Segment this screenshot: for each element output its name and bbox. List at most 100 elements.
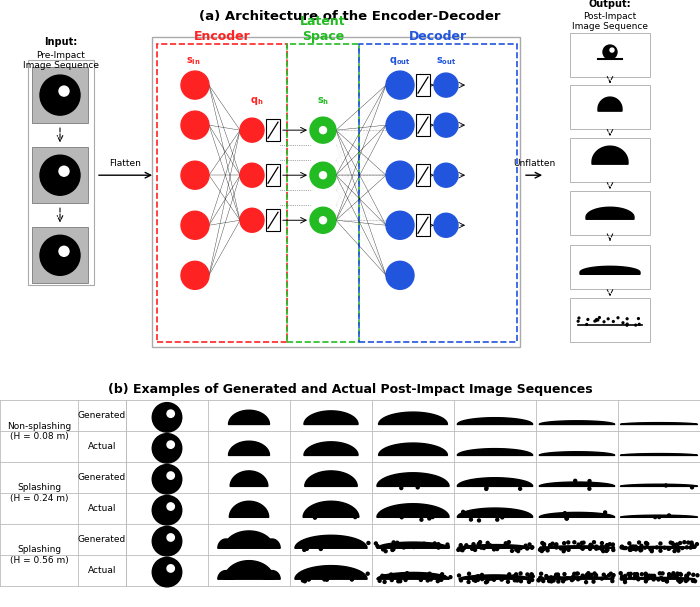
Circle shape	[593, 572, 596, 575]
Polygon shape	[457, 449, 533, 455]
Circle shape	[404, 544, 407, 548]
Circle shape	[504, 542, 508, 544]
Polygon shape	[225, 531, 274, 548]
Circle shape	[489, 577, 493, 580]
Circle shape	[577, 543, 580, 546]
Polygon shape	[539, 512, 615, 517]
Circle shape	[678, 580, 681, 583]
Circle shape	[554, 575, 556, 578]
FancyBboxPatch shape	[32, 147, 88, 203]
Circle shape	[468, 572, 470, 575]
Polygon shape	[620, 515, 697, 517]
Circle shape	[634, 546, 636, 549]
Circle shape	[321, 512, 324, 515]
Circle shape	[336, 544, 339, 547]
Circle shape	[514, 573, 517, 576]
Circle shape	[597, 319, 598, 321]
Circle shape	[40, 155, 80, 195]
Circle shape	[672, 572, 675, 575]
Circle shape	[572, 575, 575, 578]
Circle shape	[592, 580, 595, 583]
Circle shape	[539, 576, 542, 579]
Circle shape	[528, 580, 531, 583]
Circle shape	[589, 543, 592, 546]
Circle shape	[495, 576, 498, 579]
Circle shape	[555, 543, 558, 546]
Circle shape	[680, 579, 683, 582]
Circle shape	[351, 578, 354, 581]
Circle shape	[680, 573, 682, 576]
Circle shape	[668, 575, 671, 578]
Circle shape	[477, 544, 481, 548]
Circle shape	[645, 575, 648, 578]
Circle shape	[526, 514, 530, 517]
Circle shape	[568, 514, 571, 516]
Circle shape	[542, 547, 545, 550]
Circle shape	[567, 541, 570, 544]
Circle shape	[620, 572, 622, 575]
Circle shape	[687, 572, 690, 575]
Circle shape	[629, 548, 632, 551]
FancyBboxPatch shape	[290, 401, 372, 431]
FancyBboxPatch shape	[127, 432, 207, 462]
Circle shape	[623, 546, 626, 549]
Circle shape	[685, 546, 688, 549]
Circle shape	[669, 574, 673, 577]
Circle shape	[668, 572, 671, 575]
Circle shape	[643, 546, 646, 549]
Circle shape	[152, 526, 182, 556]
Circle shape	[181, 161, 209, 189]
Circle shape	[412, 546, 415, 549]
Circle shape	[319, 172, 326, 178]
FancyBboxPatch shape	[454, 432, 536, 462]
FancyBboxPatch shape	[266, 209, 280, 231]
Circle shape	[437, 543, 440, 546]
Circle shape	[601, 541, 603, 544]
Polygon shape	[459, 575, 531, 579]
FancyBboxPatch shape	[619, 432, 699, 462]
Circle shape	[606, 548, 609, 551]
Circle shape	[528, 577, 531, 580]
FancyBboxPatch shape	[290, 555, 372, 586]
Circle shape	[480, 546, 483, 549]
Circle shape	[482, 546, 485, 549]
Polygon shape	[377, 542, 449, 548]
Polygon shape	[541, 546, 613, 548]
Circle shape	[605, 544, 608, 548]
FancyBboxPatch shape	[372, 463, 454, 493]
Text: Splashing
(H = 0.56 m): Splashing (H = 0.56 m)	[10, 545, 69, 565]
FancyBboxPatch shape	[619, 463, 699, 493]
Text: (a) Architecture of the Encoder-Decoder: (a) Architecture of the Encoder-Decoder	[199, 10, 500, 23]
Circle shape	[635, 575, 638, 578]
Circle shape	[386, 261, 414, 290]
Circle shape	[595, 548, 598, 550]
Circle shape	[462, 510, 465, 514]
Circle shape	[686, 578, 689, 581]
FancyBboxPatch shape	[209, 555, 290, 586]
Circle shape	[434, 163, 458, 187]
Circle shape	[473, 577, 476, 580]
Circle shape	[676, 543, 678, 546]
Circle shape	[561, 580, 565, 583]
FancyBboxPatch shape	[570, 245, 650, 290]
Circle shape	[634, 545, 637, 548]
FancyBboxPatch shape	[372, 524, 454, 555]
Circle shape	[691, 486, 694, 489]
Circle shape	[430, 574, 433, 577]
Circle shape	[181, 211, 209, 239]
Circle shape	[545, 575, 548, 577]
FancyBboxPatch shape	[536, 524, 617, 555]
Circle shape	[676, 574, 678, 577]
Circle shape	[508, 573, 511, 576]
Circle shape	[356, 572, 358, 575]
Circle shape	[581, 548, 584, 550]
Circle shape	[564, 548, 566, 551]
Circle shape	[542, 543, 545, 546]
Circle shape	[655, 546, 658, 549]
Circle shape	[519, 547, 522, 549]
Circle shape	[500, 576, 503, 579]
Circle shape	[584, 581, 587, 583]
Circle shape	[601, 577, 603, 580]
Circle shape	[436, 580, 439, 583]
Text: Latent
Space: Latent Space	[300, 15, 346, 43]
